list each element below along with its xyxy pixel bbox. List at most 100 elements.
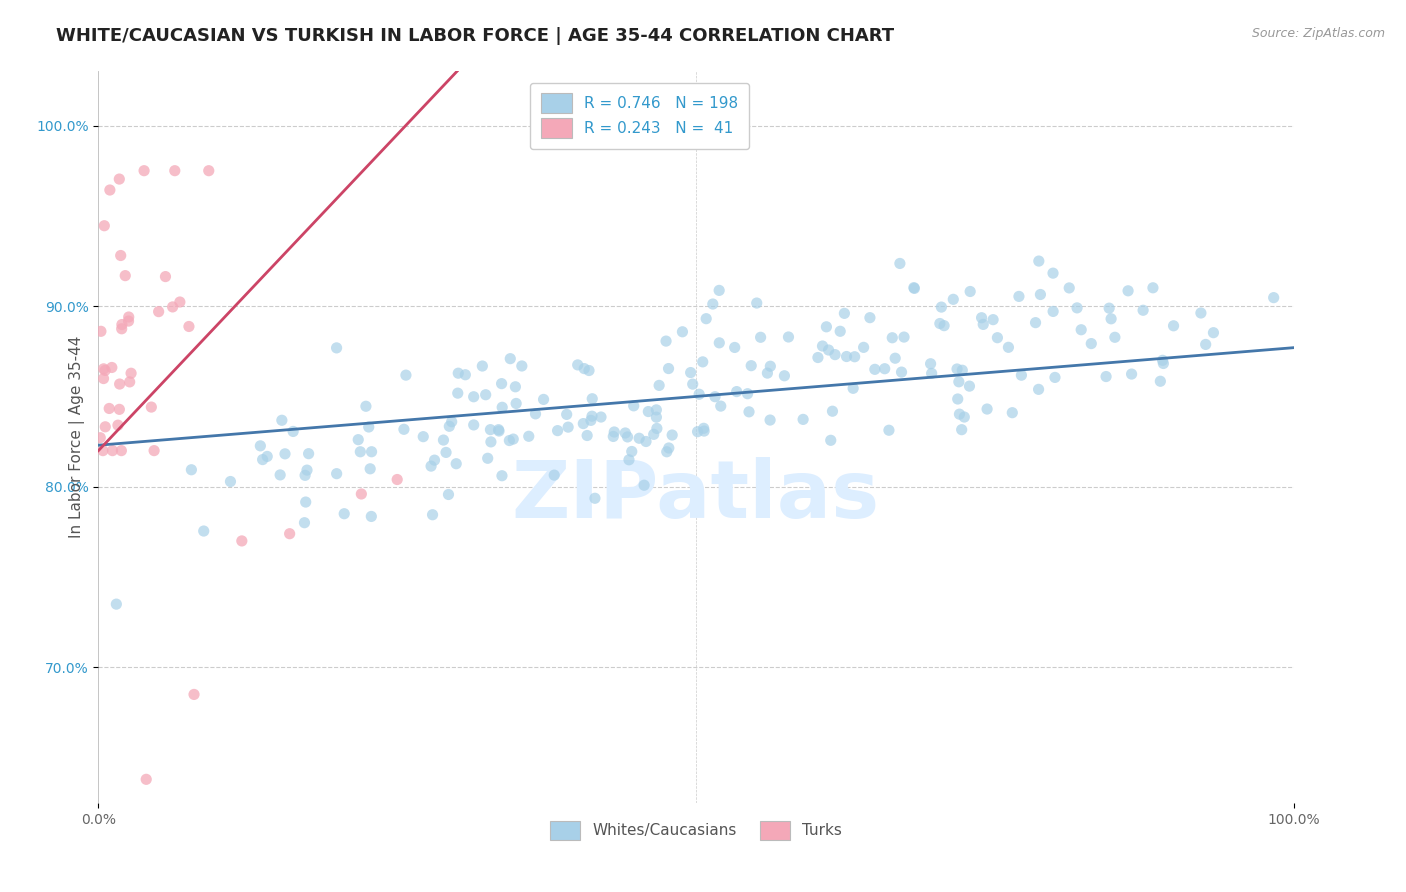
Point	[725, 384, 748, 399]
Text: WHITE/CAUCASIAN VS TURKISH IN LABOR FORCE | AGE 35-44 CORRELATION CHART: WHITE/CAUCASIAN VS TURKISH IN LABOR FORC…	[56, 27, 894, 45]
Point	[479, 423, 502, 437]
Point	[686, 425, 709, 439]
Point	[135, 772, 157, 787]
Point	[108, 402, 131, 417]
Point	[93, 219, 115, 233]
Point	[1142, 281, 1164, 295]
Point	[454, 368, 477, 382]
Point	[893, 330, 915, 344]
Point	[953, 410, 976, 425]
Point	[946, 362, 969, 376]
Point	[920, 357, 942, 371]
Point	[738, 405, 761, 419]
Point	[510, 359, 533, 373]
Point	[1152, 356, 1174, 370]
Point	[1042, 266, 1064, 280]
Point	[792, 412, 814, 426]
Point	[94, 419, 117, 434]
Point	[931, 300, 953, 314]
Point	[589, 410, 612, 425]
Point	[1057, 281, 1080, 295]
Point	[385, 473, 409, 487]
Point	[177, 319, 200, 334]
Point	[325, 341, 347, 355]
Point	[1010, 368, 1032, 383]
Point	[1149, 374, 1171, 388]
Point	[882, 331, 904, 345]
Point	[942, 293, 965, 307]
Point	[645, 421, 668, 435]
Point	[420, 459, 443, 474]
Point	[890, 365, 912, 379]
Point	[533, 392, 555, 407]
Point	[118, 310, 141, 324]
Point	[986, 331, 1008, 345]
Point	[620, 444, 643, 458]
Point	[412, 430, 434, 444]
Point	[623, 399, 645, 413]
Point	[111, 322, 134, 336]
Point	[1066, 301, 1088, 315]
Point	[93, 361, 115, 376]
Point	[572, 417, 595, 431]
Point	[447, 366, 470, 380]
Point	[844, 350, 866, 364]
Point	[479, 434, 502, 449]
Point	[422, 508, 444, 522]
Point	[297, 447, 319, 461]
Point	[709, 335, 731, 350]
Point	[120, 366, 142, 380]
Point	[756, 366, 779, 380]
Point	[645, 410, 668, 425]
Point	[463, 417, 485, 432]
Point	[89, 431, 111, 445]
Point	[347, 433, 370, 447]
Point	[141, 400, 163, 414]
Point	[574, 361, 596, 376]
Point	[502, 432, 524, 446]
Point	[1132, 303, 1154, 318]
Point	[143, 443, 166, 458]
Point	[91, 443, 114, 458]
Point	[1202, 326, 1225, 340]
Point	[1263, 291, 1285, 305]
Point	[1028, 382, 1050, 396]
Point	[759, 413, 782, 427]
Point	[114, 268, 136, 283]
Point	[274, 447, 297, 461]
Point	[491, 376, 513, 391]
Point	[948, 407, 970, 421]
Point	[679, 366, 702, 380]
Point	[360, 509, 382, 524]
Point	[877, 423, 900, 437]
Point	[695, 311, 717, 326]
Point	[547, 424, 569, 438]
Point	[815, 319, 838, 334]
Point	[256, 450, 278, 464]
Point	[108, 172, 131, 186]
Y-axis label: In Labor Force | Age 35-44: In Labor Force | Age 35-44	[69, 336, 84, 538]
Point	[118, 375, 141, 389]
Point	[661, 428, 683, 442]
Point	[737, 386, 759, 401]
Point	[357, 420, 380, 434]
Point	[950, 423, 973, 437]
Point	[543, 468, 565, 483]
Point	[444, 457, 467, 471]
Point	[852, 340, 875, 354]
Point	[578, 363, 600, 377]
Point	[1043, 370, 1066, 384]
Point	[108, 377, 131, 392]
Point	[117, 314, 139, 328]
Point	[970, 310, 993, 325]
Point	[252, 452, 274, 467]
Point	[439, 419, 461, 434]
Point	[499, 351, 522, 366]
Point	[294, 495, 316, 509]
Point	[643, 427, 665, 442]
Point	[1152, 353, 1174, 368]
Point	[655, 444, 678, 458]
Point	[1095, 369, 1118, 384]
Point	[863, 362, 886, 376]
Point	[471, 359, 494, 373]
